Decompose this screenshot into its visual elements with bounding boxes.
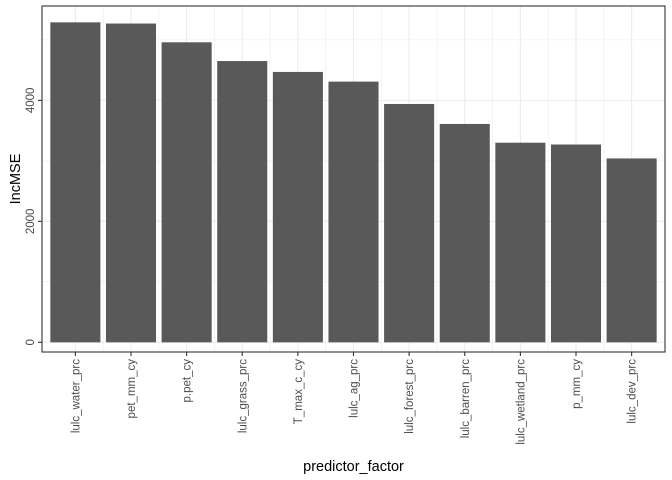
bar-lulc_water_prc bbox=[50, 22, 101, 343]
y-axis-title: IncMSE bbox=[8, 153, 24, 204]
x-tick-label-lulc_ag_prc: lulc_ag_prc bbox=[349, 359, 361, 418]
x-tick-label-lulc_water_prc: lulc_water_prc bbox=[70, 359, 82, 433]
bar-lulc_wetland_prc bbox=[495, 142, 546, 343]
x-axis-ticks: lulc_water_prc pet_mm_cy p.pet_cy lulc_gras… bbox=[70, 352, 639, 445]
bars bbox=[50, 22, 657, 343]
y-tick-label: 0 bbox=[25, 339, 37, 345]
x-tick-label-lulc_grass_prc: lulc_grass_prc bbox=[237, 359, 249, 433]
x-axis-title: predictor_factor bbox=[303, 459, 404, 475]
y-axis-ticks: 0 2000 4000 bbox=[25, 88, 42, 346]
bar-pet_mm_cy bbox=[105, 23, 157, 343]
x-tick-label-lulc_forest_prc: lulc_forest_prc bbox=[404, 359, 416, 434]
bar-lulc_grass_prc bbox=[217, 61, 268, 343]
bar-lulc_barren_prc bbox=[439, 123, 490, 343]
x-tick-label-lulc_dev_prc: lulc_dev_prc bbox=[627, 359, 639, 424]
bar-T_max_c_cy bbox=[272, 71, 323, 343]
x-tick-label-T_max_c_cy: T_max_c_cy bbox=[293, 359, 305, 424]
bar-lulc_ag_prc bbox=[328, 81, 379, 343]
bar-lulc_dev_prc bbox=[606, 158, 657, 343]
bar-lulc_forest_prc bbox=[384, 103, 435, 343]
y-tick-label: 2000 bbox=[25, 209, 37, 235]
x-tick-label-pet_mm_cy: pet_mm_cy bbox=[126, 359, 138, 419]
x-tick-label-lulc_wetland_prc: lulc_wetland_prc bbox=[515, 359, 527, 445]
x-tick-label-p_mm_cy: p_mm_cy bbox=[571, 359, 583, 409]
x-tick-label-p.pet_cy: p.pet_cy bbox=[182, 359, 194, 403]
bar-p.pet_cy bbox=[161, 42, 212, 343]
x-tick-label-lulc_barren_prc: lulc_barren_prc bbox=[460, 359, 472, 439]
y-tick-label: 4000 bbox=[25, 88, 37, 114]
bar-p_mm_cy bbox=[550, 144, 602, 343]
